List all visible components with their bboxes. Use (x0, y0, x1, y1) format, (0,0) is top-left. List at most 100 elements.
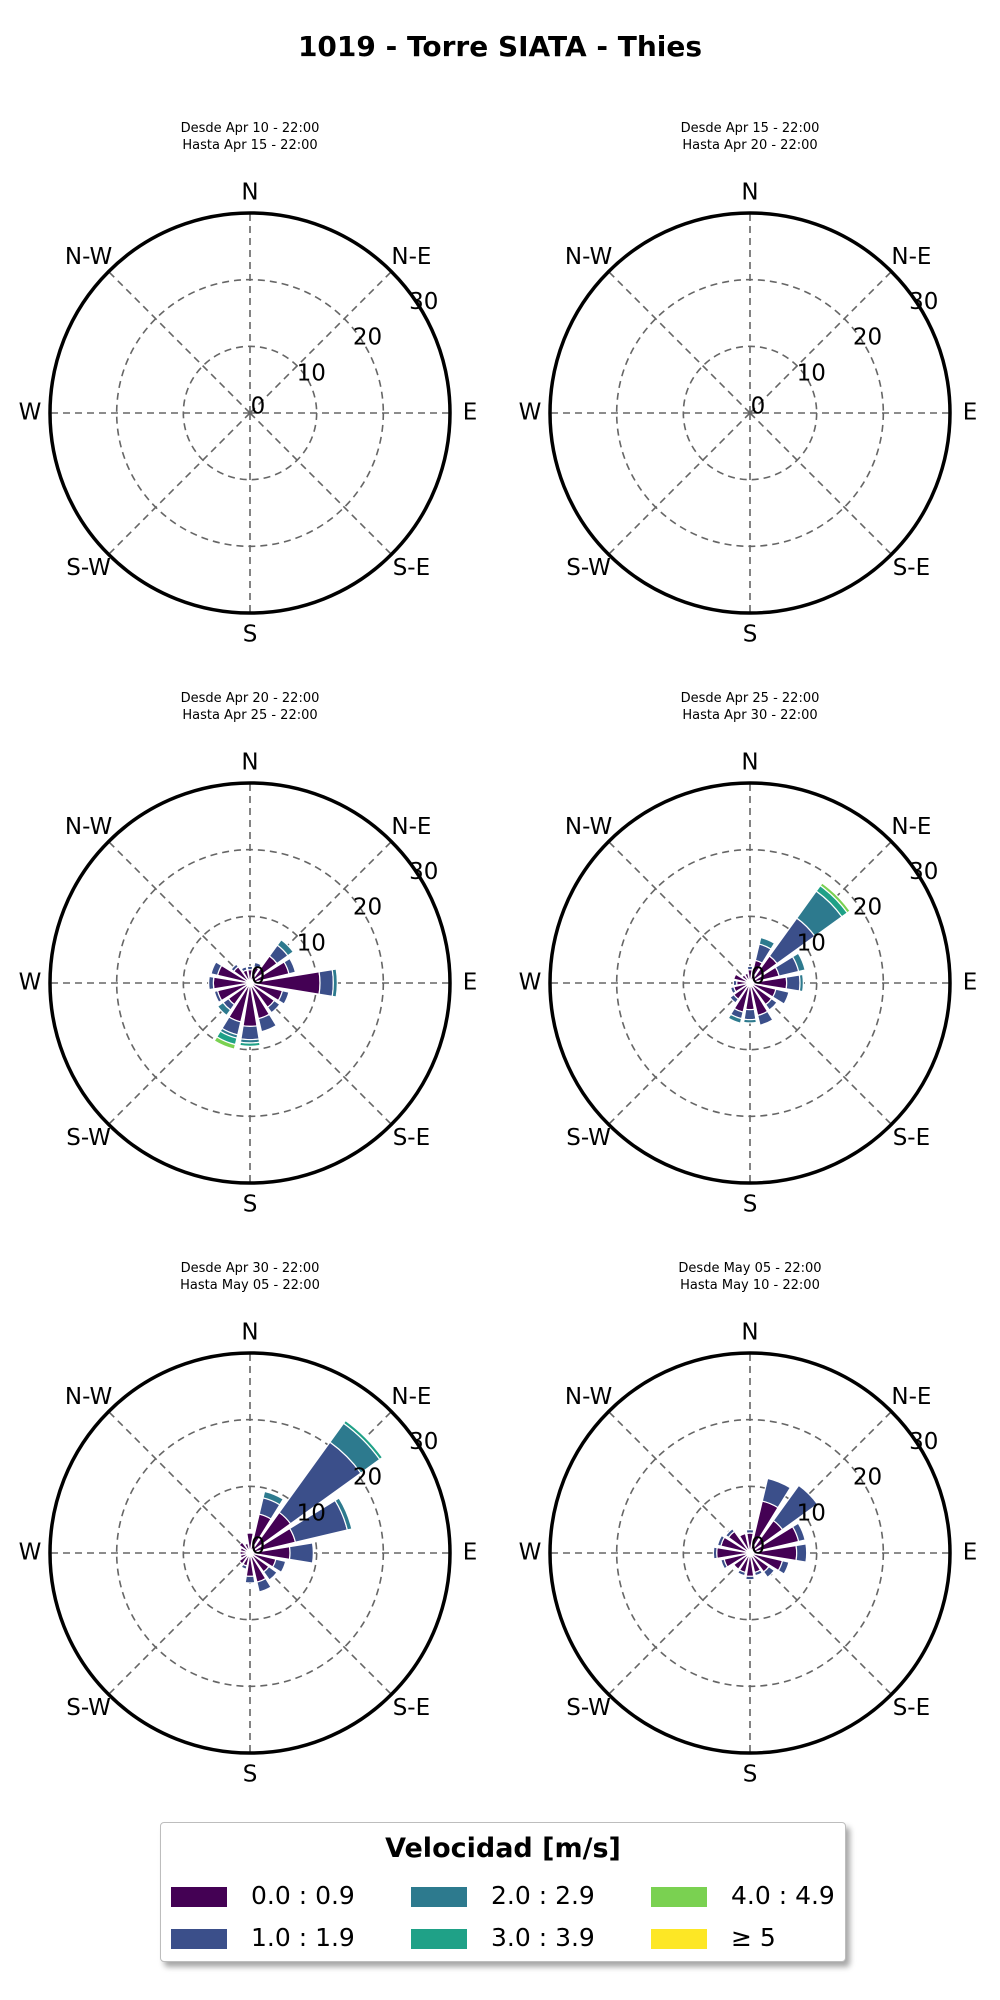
radial-tick-label: 0 (751, 964, 766, 990)
direction-label: E (463, 400, 478, 426)
radial-tick-label: 30 (909, 289, 938, 315)
legend-label: 0.0 : 0.9 (251, 1881, 355, 1910)
radial-tick-label: 20 (853, 325, 882, 351)
grid-spoke (249, 841, 392, 984)
wind-bar (243, 1542, 251, 1554)
legend-swatch (411, 1929, 467, 1949)
direction-label: E (963, 970, 978, 996)
grid-spoke (108, 1411, 251, 1554)
direction-label: N (741, 180, 758, 206)
wind-bar (262, 1565, 278, 1581)
radial-tick-label: 10 (797, 930, 826, 956)
grid-spoke (749, 271, 892, 414)
wind-bar (771, 988, 790, 1005)
grid-spoke (108, 271, 251, 414)
wind-bar (342, 1419, 384, 1461)
grid-spoke (749, 982, 892, 1125)
legend-label: 1.0 : 1.9 (251, 1923, 355, 1952)
direction-label: S-E (393, 1695, 430, 1721)
wind-bar (230, 963, 240, 973)
grid-spoke (249, 271, 392, 414)
legend-swatch (411, 1887, 467, 1907)
direction-label: S-E (393, 555, 430, 581)
windrose-panel: Desde Apr 15 - 22:00 Hasta Apr 20 - 22:00… (500, 118, 1000, 688)
chart-title: 1019 - Torre SIATA - Thies (297, 30, 703, 63)
radial-tick-label: 0 (751, 394, 766, 420)
wind-bar (795, 1543, 808, 1563)
legend-swatch (651, 1929, 707, 1949)
wind-bar (716, 1534, 726, 1547)
grid-spoke (749, 1552, 892, 1695)
windrose-panel: Desde Apr 10 - 22:00 Hasta Apr 15 - 22:00… (0, 118, 500, 688)
direction-label: N-W (565, 244, 612, 270)
wind-bar (762, 1565, 776, 1579)
subtitle-desde: Desde Apr 20 - 22:00 (180, 691, 320, 706)
wind-bar (791, 1522, 806, 1543)
wind-bar (724, 1527, 736, 1539)
legend-label: 4.0 : 4.9 (731, 1881, 835, 1910)
radial-tick-label: 0 (251, 1534, 266, 1560)
radial-tick-label: 0 (751, 1534, 766, 1560)
wind-bar (213, 1036, 237, 1050)
direction-label: S-W (566, 1695, 611, 1721)
wind-bar (758, 936, 776, 950)
polar-frame (48, 781, 452, 1185)
windrose-chart: 0 10 20 30 N N-E E S-E S S-W W N-W (519, 750, 978, 1218)
direction-label: N (741, 750, 758, 776)
direction-label: N-W (565, 1384, 612, 1410)
subtitle-hasta: Hasta Apr 20 - 22:00 (682, 138, 818, 153)
subtitle-hasta: Hasta Apr 25 - 22:00 (182, 708, 318, 723)
subtitle-hasta: Hasta May 10 - 22:00 (680, 1278, 820, 1293)
panel-subtitle: Desde Apr 25 - 22:00 Hasta Apr 30 - 22:00 (500, 690, 1000, 724)
subtitle-desde: Desde May 05 - 22:00 (678, 1261, 822, 1276)
direction-label: N (241, 1320, 258, 1346)
wind-bar (208, 975, 215, 991)
grid-spoke (249, 982, 392, 1125)
polar-frame (548, 211, 952, 615)
windrose-chart: 0 10 20 30 N N-E E S-E S S-W W N-W (19, 180, 478, 648)
radial-tick-label: 30 (409, 289, 438, 315)
direction-label: W (19, 400, 42, 426)
direction-label: S-W (566, 555, 611, 581)
direction-label: N-E (391, 244, 431, 270)
wind-bar (277, 989, 290, 1005)
subtitle-desde: Desde Apr 10 - 22:00 (180, 121, 320, 136)
direction-label: S-W (66, 1695, 111, 1721)
windrose-chart: 0 10 20 30 N N-E E S-E S S-W W N-W (19, 750, 478, 1218)
direction-label: S-W (566, 1125, 611, 1151)
direction-label: W (519, 1540, 542, 1566)
wind-bar (729, 993, 740, 1004)
wind-bar (216, 1001, 232, 1017)
legend-label: 2.0 : 2.9 (491, 1881, 595, 1910)
grid-spoke (608, 1552, 751, 1695)
radial-tick-label: 20 (353, 1465, 382, 1491)
grid-spoke (249, 1552, 392, 1695)
direction-label: W (19, 970, 42, 996)
wind-bar (727, 1013, 743, 1024)
wind-bar (318, 968, 334, 998)
wind-bar (745, 1529, 755, 1534)
radial-tick-label: 10 (297, 930, 326, 956)
radial-tick-label: 20 (353, 325, 382, 351)
grid-spoke (108, 1552, 251, 1695)
radial-tick-label: 20 (853, 895, 882, 921)
wind-bar (720, 1558, 729, 1570)
wind-bar (753, 1569, 764, 1577)
radial-tick-label: 30 (909, 859, 938, 885)
wind-bar (785, 974, 801, 992)
direction-label: N-W (565, 814, 612, 840)
wind-bar (772, 1484, 819, 1531)
wind-bar (240, 1025, 260, 1041)
radial-tick-label: 10 (797, 360, 826, 386)
direction-label: S-E (893, 1125, 930, 1151)
legend-swatch (651, 1887, 707, 1907)
wind-bar (253, 961, 263, 970)
wind-bar (334, 1497, 353, 1531)
direction-label: N-E (891, 1384, 931, 1410)
direction-label: N-W (65, 1384, 112, 1410)
direction-label: S (243, 1762, 258, 1788)
wind-bar (756, 1010, 774, 1026)
windrose-chart: 0 10 20 30 N N-E E S-E S S-W W N-W (19, 1320, 478, 1788)
grid-spoke (608, 1411, 751, 1554)
grid-spoke (249, 412, 392, 555)
